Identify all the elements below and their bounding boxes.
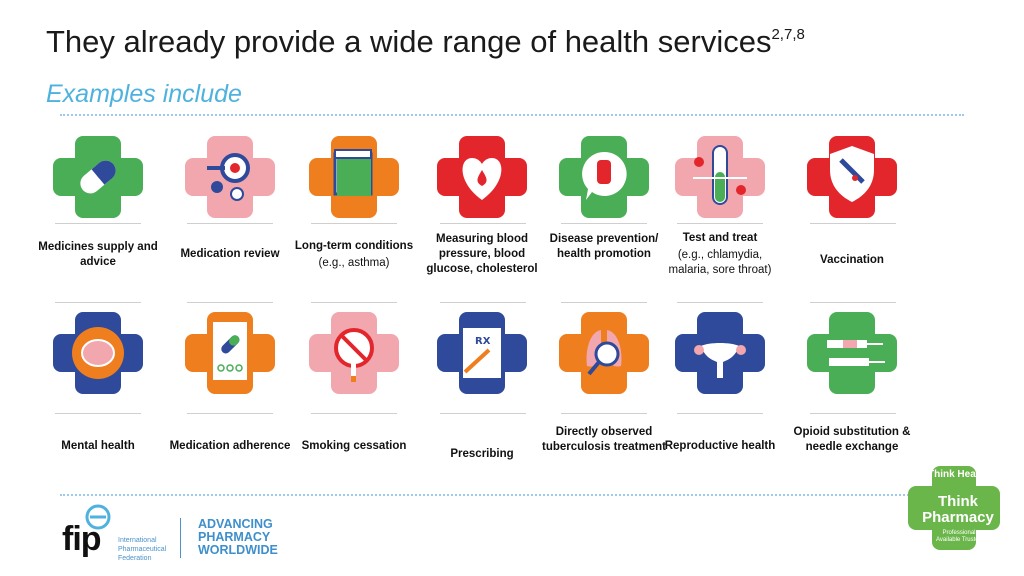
magnifier-pills-icon [185, 136, 275, 218]
icon-tuberculosis [542, 308, 666, 398]
icon-smoking-cessation [292, 308, 416, 398]
test-tube-icon [675, 136, 765, 218]
title-reference: 2,7,8 [771, 25, 805, 43]
icon-disease-prevention [542, 132, 666, 222]
separator [677, 413, 763, 414]
fip-org-name: International Pharmaceutical Federation [118, 537, 167, 562]
advancing-pharmacy-slogan: ADVANCING PHARMACY WORLDWIDE [198, 517, 278, 557]
uterus-icon [675, 312, 765, 394]
service-label: Medication review [180, 248, 280, 260]
calendar-icon [309, 136, 399, 218]
separator [311, 413, 397, 414]
divider-top [60, 114, 964, 116]
lungs-magnifier-icon [559, 312, 649, 394]
checklist-icon [185, 312, 275, 394]
page-subtitle: Examples include [46, 80, 242, 108]
separator [810, 302, 896, 303]
service-label: Smoking cessation [301, 440, 407, 452]
service-label: Medication adherence [169, 440, 291, 452]
separator [187, 302, 273, 303]
page-title: They already provide a wide range of hea… [46, 24, 805, 59]
icon-measuring [420, 132, 544, 222]
separator [440, 223, 526, 224]
icon-prescribing: RX [420, 308, 544, 398]
icon-mental-health [36, 308, 160, 398]
separator [810, 413, 896, 414]
separator [55, 413, 141, 414]
think-pharmacy-badge: Think Health Think Pharmacy Professional… [908, 462, 1008, 562]
fip-logo-mark [85, 504, 111, 530]
separator [810, 223, 896, 224]
separator [561, 413, 647, 414]
service-label: Reproductive health [664, 440, 776, 452]
separator [677, 302, 763, 303]
service-label: Prescribing [450, 448, 514, 460]
separator [311, 302, 397, 303]
stop-hand-icon [559, 136, 649, 218]
separator [55, 223, 141, 224]
no-smoking-icon [309, 312, 399, 394]
service-label: Test and treat (e.g., chlamydia, malaria,… [668, 232, 772, 276]
separator [561, 302, 647, 303]
service-label: Mental health [61, 440, 135, 452]
divider-bottom [60, 494, 964, 496]
separator [440, 302, 526, 303]
service-label: Long-term conditions (e.g., asthma) [294, 240, 414, 269]
icon-opioid [790, 308, 914, 398]
icon-vaccination [790, 132, 914, 222]
syringe-icon [807, 312, 897, 394]
vaccine-shield-icon [807, 136, 897, 218]
footer-divider [180, 518, 181, 558]
separator [187, 413, 273, 414]
separator [440, 413, 526, 414]
icon-medication-review [168, 132, 292, 222]
heart-drop-icon [437, 136, 527, 218]
brain-icon [53, 312, 143, 394]
fip-logo-text: fip [62, 520, 102, 558]
icon-medicines [36, 132, 160, 222]
separator [187, 223, 273, 224]
icon-long-term [292, 132, 416, 222]
separator [561, 223, 647, 224]
service-label: Measuring blood pressure, blood glucose,… [426, 233, 538, 275]
service-label: Opioid substitution & needle exchange [793, 426, 911, 453]
icon-medication-adherence [168, 308, 292, 398]
svg-text:RX: RX [475, 336, 491, 347]
pill-icon [53, 136, 143, 218]
service-label: Disease prevention/ health promotion [549, 233, 659, 260]
icon-reproductive [658, 308, 782, 398]
icon-test-treat [658, 132, 782, 222]
service-label: Medicines supply and advice [38, 241, 158, 268]
prescription-icon: RX [437, 312, 527, 394]
service-label: Vaccination [820, 254, 884, 266]
service-label: Directly observed tuberculosis treatment [542, 426, 666, 453]
separator [311, 223, 397, 224]
separator [677, 223, 763, 224]
separator [55, 302, 141, 303]
